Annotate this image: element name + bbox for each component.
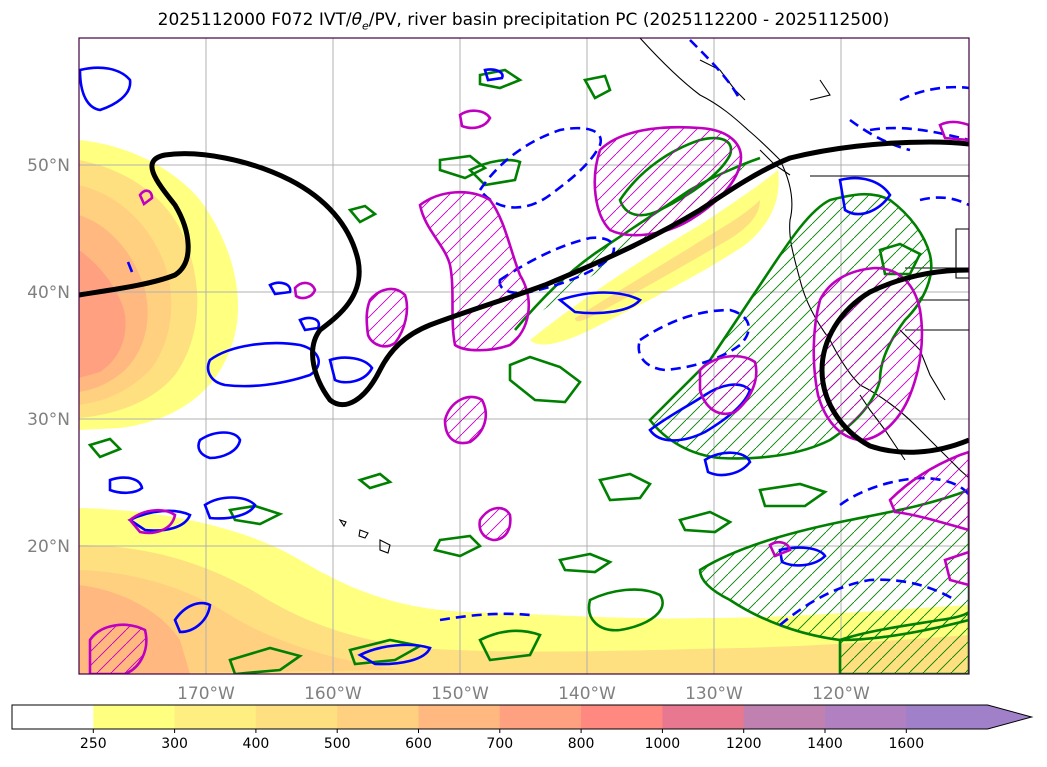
- lat-label-20n: 20°N: [27, 537, 70, 557]
- title-prefix: 2025112000 F072 IVT/: [157, 10, 352, 30]
- colorbar-tick-label: 1400: [807, 736, 843, 752]
- colorbar-segment: [581, 705, 663, 729]
- title-suffix: /PV, river basin precipitation PC (20251…: [368, 10, 890, 30]
- colorbar-tick-label: 700: [486, 736, 513, 752]
- lon-label-130w: 130°W: [685, 684, 743, 704]
- colorbar-tick-label: 300: [161, 736, 188, 752]
- colorbar-extend-arrow: [987, 705, 1032, 729]
- colorbar-segment: [499, 705, 582, 729]
- colorbar-segment: [825, 705, 907, 729]
- lat-label-40n: 40°N: [27, 283, 70, 303]
- lon-labels: 170°W 160°W 150°W 140°W 130°W 120°W: [177, 684, 870, 704]
- lat-label-50n: 50°N: [27, 156, 70, 176]
- lon-label-140w: 140°W: [558, 684, 616, 704]
- title-theta: θ: [351, 10, 362, 30]
- lon-label-120w: 120°W: [812, 684, 870, 704]
- colorbar-segment: [418, 705, 501, 729]
- colorbar-ticks: 250 300 400 500 600 700 800 1000 1200 1400 1600: [80, 729, 924, 752]
- blue-dashed-contours: [439, 39, 969, 626]
- lat-labels: 50°N 40°N 30°N 20°N: [27, 156, 70, 557]
- colorbar-tick-label: 600: [405, 736, 432, 752]
- title-theta-sub: e: [362, 19, 369, 33]
- map-frame: [78, 37, 970, 675]
- colorbar-segment: [662, 705, 745, 729]
- lat-label-30n: 30°N: [27, 410, 70, 430]
- colorbar-tick-label: 500: [324, 736, 351, 752]
- colorbar-segment: [906, 705, 989, 729]
- colorbar-segment: [174, 705, 257, 729]
- colorbar-tick-label: 250: [80, 736, 107, 752]
- colorbar-tick-label: 1000: [645, 736, 681, 752]
- lon-label-160w: 160°W: [304, 684, 362, 704]
- map-title: 2025112000 F072 IVT/θe/PV, river basin p…: [0, 10, 1047, 32]
- colorbar-segment: [743, 705, 826, 729]
- colorbar-segment: [12, 705, 94, 729]
- pv-contours: [79, 139, 969, 455]
- colorbar-tick-label: 1200: [726, 736, 762, 752]
- colorbar-tick-label: 800: [568, 736, 595, 752]
- colorbar-tick-label: 1600: [888, 736, 924, 752]
- colorbar: [11, 704, 1034, 730]
- ivt-shading: [79, 140, 969, 674]
- map-panel: [79, 38, 969, 674]
- lon-label-170w: 170°W: [177, 684, 235, 704]
- lon-label-150w: 150°W: [431, 684, 489, 704]
- colorbar-outline: [11, 704, 1034, 730]
- blue-solid-contours: [79, 66, 892, 666]
- colorbar-tick-label: 400: [243, 736, 270, 752]
- colorbar-segment: [93, 705, 176, 729]
- colorbar-segment: [255, 705, 338, 729]
- colorbar-segment: [337, 705, 419, 729]
